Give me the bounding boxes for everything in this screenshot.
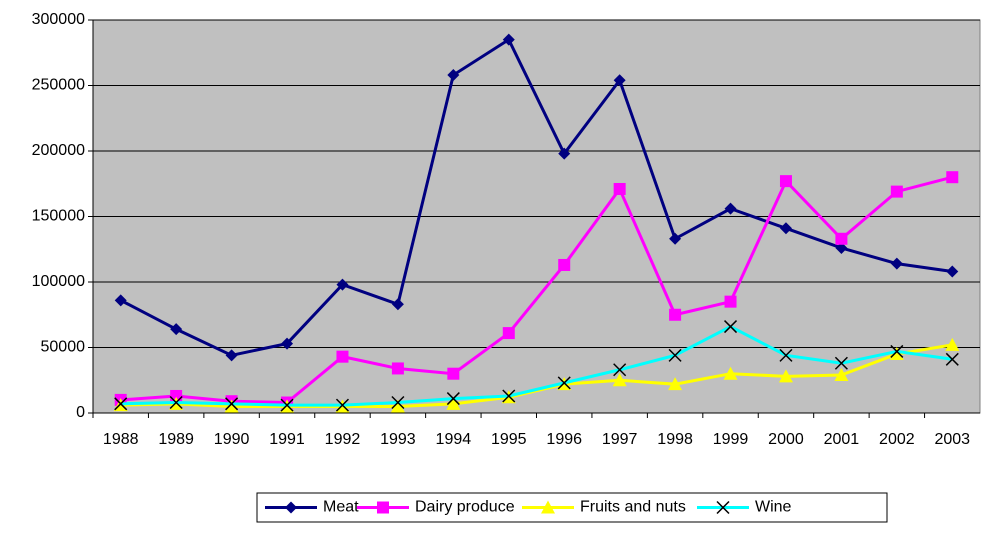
x-tick-label: 1990 [214, 431, 250, 448]
data-point [391, 395, 405, 410]
data-point [169, 395, 183, 410]
data-point [834, 356, 848, 370]
data-point [336, 278, 349, 291]
data-point [724, 202, 737, 215]
data-point [668, 348, 682, 362]
y-tick-label: 200000 [32, 142, 85, 159]
data-point [336, 350, 349, 363]
y-tick-label: 250000 [32, 77, 85, 94]
y-tick-label: 300000 [32, 11, 85, 28]
legend-marker [541, 500, 555, 514]
data-point [613, 182, 626, 195]
data-point [446, 396, 461, 410]
data-point [834, 368, 849, 382]
data-point [390, 399, 405, 413]
legend-label: Wine [755, 499, 792, 516]
legend-label: Dairy produce [415, 499, 515, 516]
data-point [890, 185, 903, 198]
x-tick-label: 2003 [934, 431, 970, 448]
data-point [669, 308, 682, 321]
data-point [889, 347, 904, 361]
data-point [779, 222, 792, 235]
data-point [225, 397, 239, 411]
y-tick-label: 50000 [41, 339, 86, 356]
y-tick-label: 100000 [32, 273, 85, 290]
x-tick-label: 1989 [158, 431, 194, 448]
x-tick-label: 1992 [325, 431, 361, 448]
data-point [724, 295, 737, 308]
data-point [502, 327, 515, 340]
data-point [224, 399, 239, 413]
data-point [779, 348, 793, 362]
legend-marker [285, 501, 297, 514]
data-point [945, 337, 960, 351]
data-point [225, 349, 238, 362]
x-tick-label: 1997 [602, 431, 638, 448]
data-point [945, 352, 959, 366]
data-point [114, 397, 128, 411]
series-line [120, 175, 953, 405]
data-point [613, 74, 626, 87]
x-tick-label: 1988 [103, 431, 139, 448]
data-point [778, 369, 793, 383]
x-tick-label: 1995 [491, 431, 527, 448]
data-point [281, 337, 294, 350]
x-tick-label: 2002 [879, 431, 915, 448]
data-point [890, 344, 904, 358]
data-point [558, 147, 571, 160]
data-point [170, 323, 183, 336]
data-point [502, 389, 516, 403]
series-line [120, 37, 953, 357]
data-point [724, 320, 738, 334]
data-point [557, 376, 571, 390]
data-point [612, 373, 627, 387]
data-point [502, 33, 515, 46]
x-tick-label: 2000 [768, 431, 804, 448]
data-point [890, 257, 903, 270]
data-point [280, 398, 294, 412]
data-point [446, 392, 460, 406]
data-point [835, 241, 848, 254]
series-line [120, 324, 953, 407]
data-point [114, 294, 127, 307]
data-point [447, 367, 460, 380]
data-point [613, 363, 627, 377]
x-tick-label: 1993 [380, 431, 416, 448]
data-point [558, 258, 571, 271]
data-point [391, 298, 404, 311]
x-tick-label: 1999 [713, 431, 749, 448]
data-point [447, 69, 460, 82]
x-tick-label: 1996 [546, 431, 582, 448]
data-point [835, 232, 848, 245]
data-point [335, 398, 349, 412]
x-tick-label: 1991 [269, 431, 305, 448]
data-point [723, 366, 738, 380]
legend-marker [716, 500, 730, 515]
legend-marker [377, 501, 389, 514]
x-tick-label: 2001 [824, 431, 860, 448]
data-point [946, 265, 959, 278]
x-tick-label: 1994 [436, 431, 472, 448]
y-tick-label: 150000 [32, 208, 85, 225]
y-tick-label: 0 [76, 404, 85, 421]
data-point [668, 377, 683, 391]
legend-label: Fruits and nuts [580, 499, 686, 516]
legend-label: Meat [323, 499, 359, 516]
x-tick-label: 1998 [657, 431, 693, 448]
data-point [779, 175, 792, 188]
data-point [391, 362, 404, 375]
data-point [946, 171, 959, 184]
data-point [669, 232, 682, 245]
